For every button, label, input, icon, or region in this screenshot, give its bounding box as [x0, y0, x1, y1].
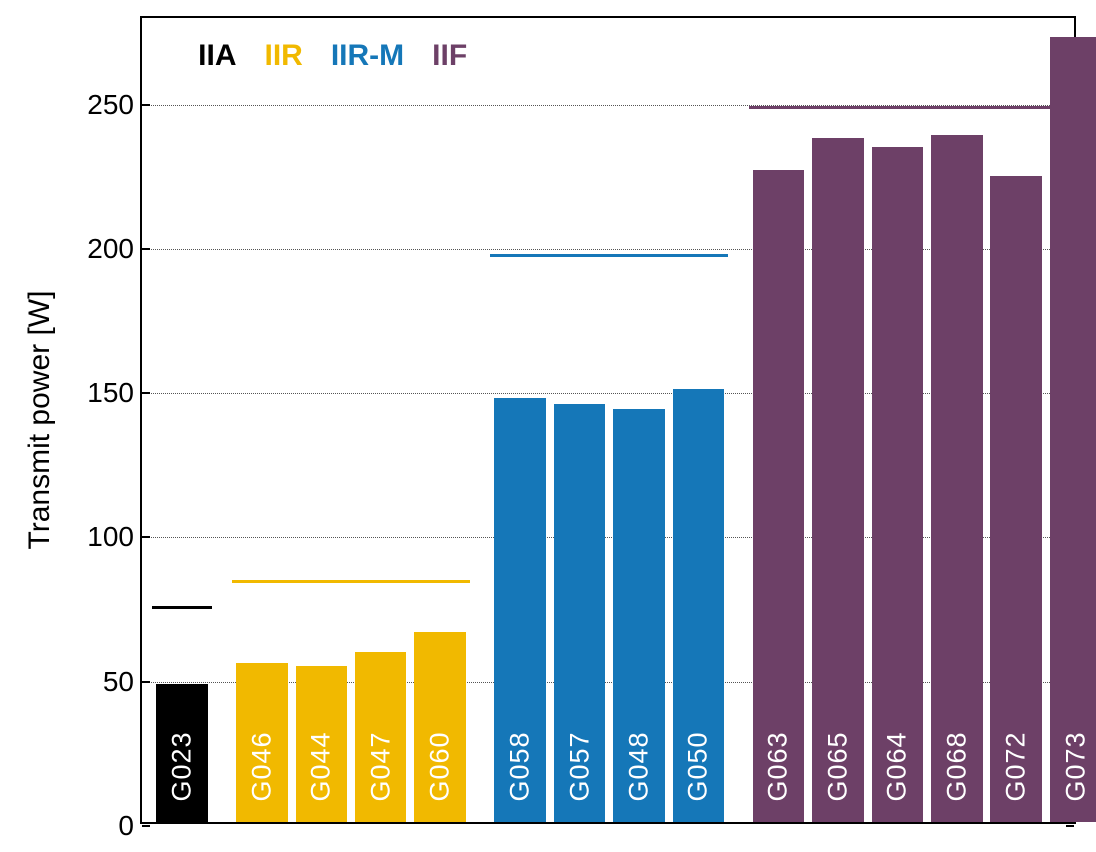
threshold-line-IIA [152, 606, 211, 609]
ytick-label: 250 [87, 89, 134, 121]
bar-label-wrap: G050 [673, 389, 724, 822]
bar-label-wrap: G064 [872, 147, 923, 822]
ytick-mark [142, 825, 150, 827]
bar-label: G048 [624, 731, 655, 801]
bar-label: G073 [1060, 731, 1091, 801]
ytick-label: 150 [87, 377, 134, 409]
bar-label-wrap: G046 [236, 663, 287, 822]
bar-label-wrap: G047 [355, 652, 406, 822]
bar-label-wrap: G073 [1050, 37, 1096, 822]
ytick-mark [142, 248, 150, 250]
bar-label: G060 [425, 731, 456, 801]
threshold-line-IIR-M [490, 254, 728, 257]
bar-label-wrap: G044 [296, 666, 347, 822]
bar-label: G064 [882, 731, 913, 801]
bar-label-wrap: G063 [753, 170, 804, 822]
bar-label-wrap: G068 [931, 135, 982, 822]
ytick-mark [142, 104, 150, 106]
ytick-mark [1066, 825, 1074, 827]
bar-label: G057 [564, 731, 595, 801]
ytick-label: 50 [103, 666, 134, 698]
bar-label-wrap: G058 [494, 398, 545, 822]
ytick-mark [142, 536, 150, 538]
plot-area: 050100150200250G023G046G044G047G060G058G… [140, 16, 1076, 824]
bar-label: G047 [365, 731, 396, 801]
bar-label: G058 [505, 731, 536, 801]
legend-item-IIF: IIF [432, 39, 467, 73]
bar-label: G046 [246, 731, 277, 801]
bar-label: G050 [683, 731, 714, 801]
threshold-line-IIR [232, 580, 470, 583]
ytick-mark [142, 392, 150, 394]
bar-label-wrap: G072 [990, 176, 1041, 822]
y-axis-label: Transmit power [W] [23, 291, 57, 550]
ytick-label: 100 [87, 521, 134, 553]
threshold-line-IIF [749, 106, 1096, 109]
bar-label-wrap: G060 [414, 632, 465, 822]
gridline [142, 105, 1074, 106]
bar-label: G023 [166, 731, 197, 801]
ytick-label: 200 [87, 233, 134, 265]
bar-label: G063 [763, 731, 794, 801]
bar-label-wrap: G057 [554, 404, 605, 822]
bar-label: G072 [1001, 731, 1032, 801]
chart-container: 0 50 100 150 200 250 G023 G046 G044 G047 G060 G058 G… [0, 0, 1096, 852]
bar-label-wrap: G023 [156, 684, 207, 823]
legend: IIA IIR IIR-M IIF [198, 39, 467, 73]
bar-label: G068 [941, 731, 972, 801]
legend-item-IIR: IIR [265, 39, 303, 73]
bar-label: G044 [306, 731, 337, 801]
bar-label-wrap: G048 [613, 409, 664, 822]
ytick-label: 0 [118, 810, 134, 842]
ytick-mark [142, 681, 150, 683]
bar-label-wrap: G065 [812, 138, 863, 822]
bar-label: G065 [822, 731, 853, 801]
legend-item-IIA: IIA [198, 39, 236, 73]
legend-item-IIR-M: IIR-M [331, 39, 404, 73]
